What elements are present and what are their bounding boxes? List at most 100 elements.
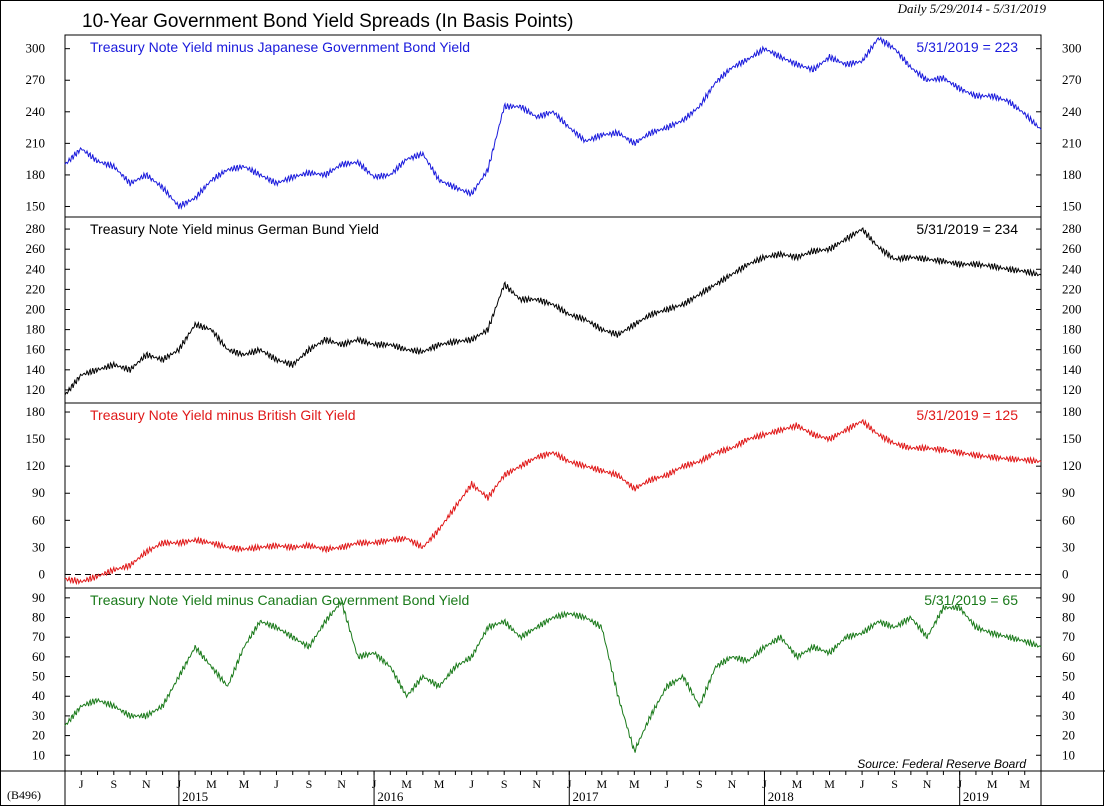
- x-month-label: M: [629, 777, 640, 791]
- x-month-label: N: [532, 777, 541, 791]
- y-tick-label-right: 240: [1062, 261, 1082, 276]
- y-tick-label-right: 220: [1062, 281, 1082, 296]
- y-tick-label-right: 30: [1062, 539, 1075, 554]
- y-tick-label-right: 140: [1062, 362, 1082, 377]
- x-year-label: 2015: [182, 789, 208, 804]
- x-month-label: M: [987, 777, 998, 791]
- x-month-label: M: [401, 777, 412, 791]
- x-month-label: J: [665, 777, 670, 791]
- y-tick-label-right: 240: [1062, 104, 1082, 119]
- series-line-4: [64, 600, 1042, 753]
- y-tick-label-left: 200: [26, 301, 46, 316]
- x-month-label: M: [824, 777, 835, 791]
- x-month-label: J: [79, 777, 84, 791]
- x-month-label: J: [177, 777, 182, 791]
- last-value-label-1: 5/31/2019 = 223: [916, 39, 1018, 55]
- y-tick-label-left: 60: [32, 512, 45, 527]
- y-tick-label-right: 70: [1062, 629, 1075, 644]
- x-month-label: S: [891, 777, 898, 791]
- x-year-label: 2016: [377, 789, 404, 804]
- x-month-label: S: [306, 777, 313, 791]
- y-tick-label-right: 270: [1062, 72, 1082, 87]
- y-tick-label-right: 150: [1062, 198, 1082, 213]
- y-tick-label-left: 300: [26, 41, 46, 56]
- y-tick-label-right: 280: [1062, 221, 1082, 236]
- x-month-label: M: [434, 777, 445, 791]
- last-value-label-4: 5/31/2019 = 65: [924, 592, 1018, 608]
- panel-label-1: Treasury Note Yield minus Japanese Gover…: [90, 39, 470, 55]
- y-tick-label-left: 150: [26, 431, 46, 446]
- x-month-label: J: [860, 777, 865, 791]
- y-tick-label-left: 240: [26, 261, 46, 276]
- x-month-label: M: [239, 777, 250, 791]
- y-tick-label-right: 120: [1062, 458, 1082, 473]
- y-tick-label-right: 160: [1062, 342, 1082, 357]
- y-tick-label-left: 30: [32, 539, 45, 554]
- y-tick-label-left: 280: [26, 221, 46, 236]
- x-month-label: M: [596, 777, 607, 791]
- x-month-label: J: [762, 777, 767, 791]
- x-month-label: J: [567, 777, 572, 791]
- y-tick-label-right: 180: [1062, 404, 1082, 419]
- y-tick-label-left: 140: [26, 362, 46, 377]
- y-tick-label-left: 40: [32, 688, 45, 703]
- y-tick-label-right: 60: [1062, 512, 1075, 527]
- y-tick-label-left: 180: [26, 322, 46, 337]
- panel-label-3: Treasury Note Yield minus British Gilt Y…: [90, 407, 356, 423]
- y-tick-label-left: 150: [26, 198, 46, 213]
- y-tick-label-right: 90: [1062, 485, 1075, 500]
- x-month-label: N: [923, 777, 932, 791]
- panel-label-2: Treasury Note Yield minus German Bund Yi…: [90, 221, 379, 237]
- y-tick-label-left: 90: [32, 590, 45, 605]
- y-tick-label-left: 180: [26, 167, 46, 182]
- y-tick-label-left: 120: [26, 382, 46, 397]
- x-month-label: J: [274, 777, 279, 791]
- chart-title: 10-Year Government Bond Yield Spreads (I…: [82, 11, 573, 32]
- last-value-label-2: 5/31/2019 = 234: [916, 221, 1018, 237]
- x-month-label: N: [142, 777, 151, 791]
- panel-label-4: Treasury Note Yield minus Canadian Gover…: [90, 592, 469, 608]
- panel-frame-2: [64, 216, 1042, 404]
- y-tick-label-right: 180: [1062, 167, 1082, 182]
- date-range: Daily 5/29/2014 - 5/31/2019: [897, 1, 1047, 16]
- y-tick-label-right: 40: [1062, 688, 1075, 703]
- y-tick-label-left: 120: [26, 458, 46, 473]
- chart-code: (B496): [7, 788, 41, 802]
- y-tick-label-left: 260: [26, 241, 46, 256]
- source-note: Source: Federal Reserve Board: [857, 757, 1026, 771]
- y-tick-label-right: 180: [1062, 322, 1082, 337]
- y-tick-label-left: 210: [26, 135, 46, 150]
- y-tick-label-right: 300: [1062, 41, 1082, 56]
- y-tick-label-right: 80: [1062, 610, 1075, 625]
- y-tick-label-left: 30: [32, 708, 45, 723]
- x-month-label: N: [337, 777, 346, 791]
- series-line-1: [64, 36, 1042, 210]
- panel-frame-3: [64, 402, 1042, 589]
- x-month-label: M: [1019, 777, 1030, 791]
- series-line-2: [64, 227, 1042, 396]
- series-line-3: [64, 418, 1042, 586]
- x-month-label: J: [469, 777, 474, 791]
- y-tick-label-left: 90: [32, 485, 45, 500]
- x-month-label: M: [792, 777, 803, 791]
- last-value-label-3: 5/31/2019 = 125: [916, 407, 1018, 423]
- y-tick-label-left: 10: [32, 747, 45, 762]
- x-month-label: J: [957, 777, 962, 791]
- y-tick-label-right: 210: [1062, 135, 1082, 150]
- y-tick-label-left: 240: [26, 104, 46, 119]
- y-tick-label-left: 0: [39, 566, 46, 581]
- x-month-label: S: [501, 777, 508, 791]
- y-tick-label-right: 30: [1062, 708, 1075, 723]
- x-month-label: N: [728, 777, 737, 791]
- panel-frame-4: [64, 587, 1042, 772]
- y-tick-label-left: 270: [26, 72, 46, 87]
- y-tick-label-right: 60: [1062, 649, 1075, 664]
- y-tick-label-right: 260: [1062, 241, 1082, 256]
- x-month-label: S: [110, 777, 117, 791]
- y-tick-label-right: 0: [1062, 566, 1069, 581]
- y-tick-label-left: 180: [26, 404, 46, 419]
- y-tick-label-right: 200: [1062, 301, 1082, 316]
- x-year-label: 2019: [963, 789, 989, 804]
